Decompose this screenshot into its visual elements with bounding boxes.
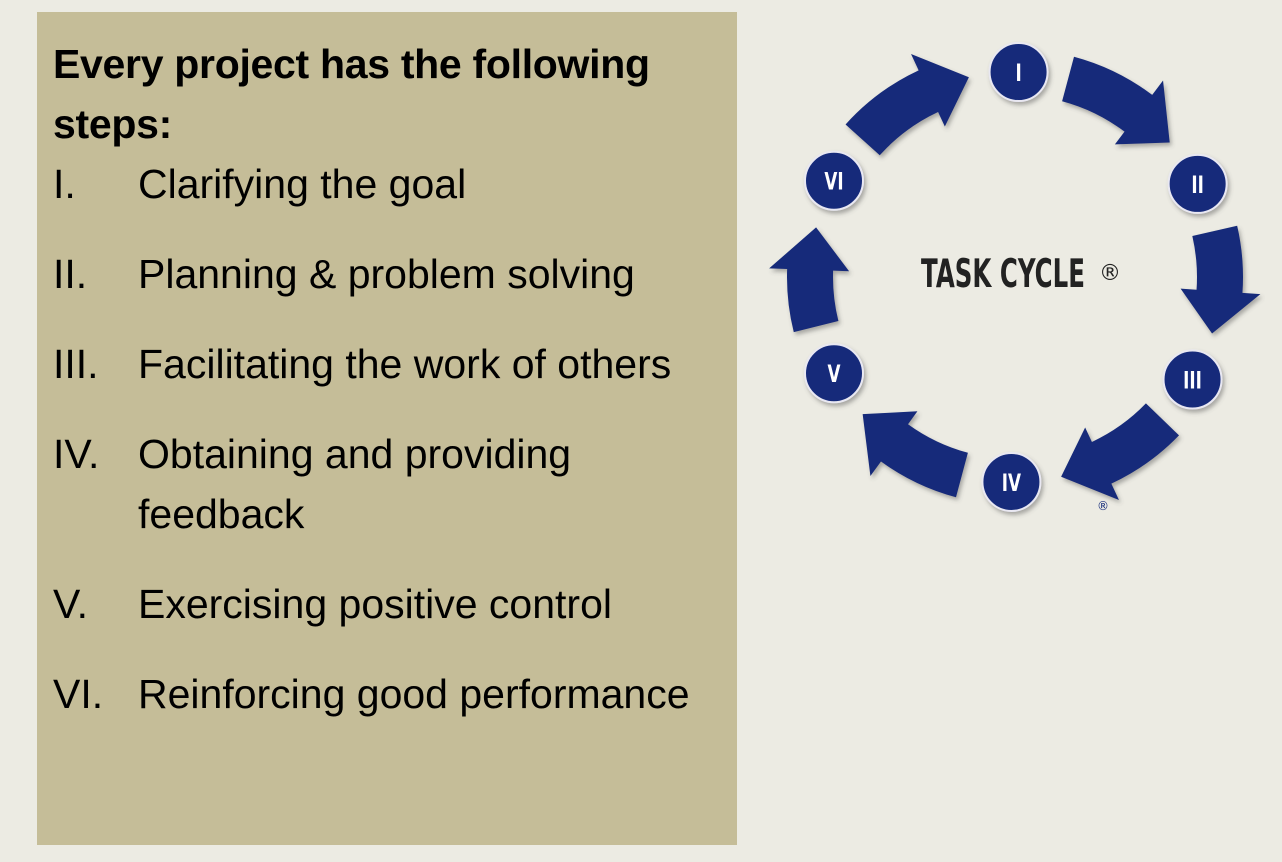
step-item: II. Planning & problem solving: [53, 244, 721, 304]
cycle-node-label: I: [1015, 59, 1021, 87]
step-item: III. Facilitating the work of others: [53, 334, 721, 394]
step-item: I. Clarifying the goal: [53, 154, 721, 214]
step-label: Reinforcing good performance: [138, 671, 690, 717]
cycle-arrow: [845, 54, 969, 156]
steps-panel: Every project has the following steps: I…: [37, 12, 737, 845]
cycle-node-label: II: [1191, 171, 1203, 199]
cycle-node-circle: [988, 42, 1049, 103]
step-label: Clarifying the goal: [138, 161, 467, 207]
steps-list: I. Clarifying the goal II. Planning & pr…: [53, 154, 721, 724]
step-numeral: II.: [53, 251, 88, 297]
step-label: Facilitating the work of others: [138, 341, 672, 387]
cycle-node-circle: [1167, 153, 1228, 214]
step-label: Planning & problem solving: [138, 251, 635, 297]
step-numeral: IV.: [53, 431, 100, 477]
cycle-node-label: III: [1183, 366, 1202, 394]
cycle-arrow: [1180, 225, 1261, 334]
cycle-node-iii: III: [1162, 349, 1223, 410]
cycle-node-circle: [803, 150, 864, 211]
cycle-node-circle: [981, 451, 1042, 512]
step-label: Exercising positive control: [138, 581, 612, 627]
cycle-node-label: IV: [1002, 469, 1021, 497]
panel-heading: Every project has the following steps:: [53, 41, 650, 147]
cycle-center-label: TASK CYCLE: [921, 251, 1085, 297]
step-item: VI. Reinforcing good performance: [53, 664, 721, 724]
cycle-registered-mark-small: ®: [1097, 499, 1109, 513]
cycle-registered-mark: ®: [1099, 261, 1121, 286]
cycle-arrows: [769, 54, 1261, 500]
cycle-node-label: VI: [824, 168, 843, 196]
cycle-arrow: [1062, 56, 1170, 145]
cycle-node-circle: [1162, 349, 1223, 410]
step-numeral: VI.: [53, 671, 104, 717]
step-numeral: III.: [53, 341, 99, 387]
step-item: V. Exercising positive control: [53, 574, 721, 634]
cycle-node-i: I: [988, 42, 1049, 103]
cycle-node-ii: II: [1167, 153, 1228, 214]
cycle-node-vi: VI: [803, 150, 864, 211]
cycle-arrow: [769, 227, 850, 333]
cycle-node-iv: IV: [981, 451, 1042, 512]
cycle-node-v: V: [803, 343, 864, 404]
cycle-node-circle: [803, 343, 864, 404]
step-label: Obtaining and providing feedback: [138, 431, 572, 537]
step-item: IV. Obtaining and providing feedback: [53, 424, 721, 544]
cycle-node-label: V: [827, 360, 840, 388]
step-numeral: V.: [53, 581, 88, 627]
cycle-arrow: [862, 411, 968, 498]
cycle-arrow: [1061, 403, 1180, 500]
step-numeral: I.: [53, 161, 76, 207]
